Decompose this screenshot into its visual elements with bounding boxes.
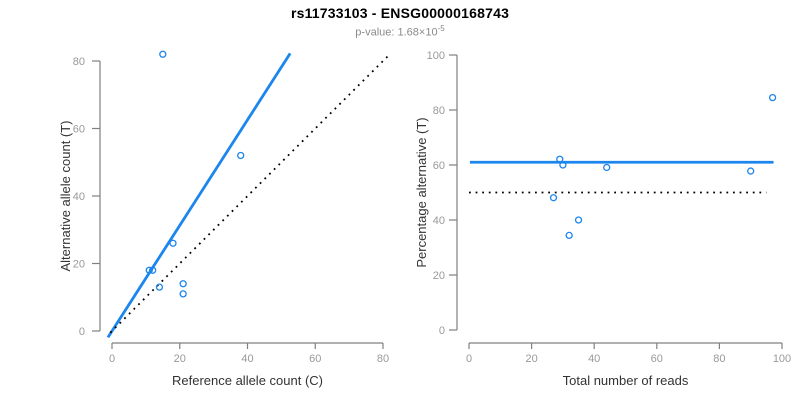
data-point [574, 216, 583, 224]
data-point [559, 161, 567, 169]
y-tick-label: 40 [433, 215, 445, 227]
data-point [549, 194, 558, 202]
x-tick-label: 60 [309, 353, 321, 365]
x-tick-label: 40 [241, 353, 253, 365]
figure-subtitle: p-value: 1.68×10-5 [0, 24, 800, 39]
fitted-line [106, 52, 292, 339]
x-tick-label: 0 [466, 353, 472, 365]
allele-counts-scatter: 0 20 40 60 80 0 20 40 60 80 Reference allele count… [58, 50, 389, 388]
x-tick-label: 60 [651, 353, 663, 365]
y-tick-label: 0 [439, 325, 445, 337]
x-tick-label: 20 [174, 353, 186, 365]
figure-title: rs11733103 - ENSG00000168743 [290, 5, 510, 21]
y-tick-label: 60 [433, 160, 445, 172]
p-value-exponent: -5 [437, 24, 445, 33]
y-tick-label: 80 [73, 56, 85, 68]
x-tick-label: 0 [109, 353, 115, 365]
x-tick-label: 100 [773, 353, 791, 365]
data-point [159, 50, 167, 58]
x-tick-label: 20 [525, 353, 537, 365]
x-tick-label: 40 [588, 353, 600, 365]
y-tick-label: 20 [73, 259, 85, 271]
data-point [148, 266, 157, 274]
y-tick-label: 0 [79, 326, 85, 338]
y-tick-label: 40 [73, 191, 85, 203]
y-tick-label: 20 [433, 270, 445, 282]
data-point [169, 239, 177, 247]
identity-line [109, 55, 389, 334]
data-point [237, 151, 245, 160]
p-value-text: p-value: 1.68×10 [355, 26, 438, 39]
x-axis-title: Reference allele count (C) [172, 373, 323, 388]
y-tick-label: 80 [433, 105, 445, 117]
data-point [565, 231, 573, 240]
y-axis-title: Alternative allele count (T) [58, 120, 73, 271]
data-point [603, 163, 611, 172]
x-axis-title: Total number of reads [563, 373, 689, 388]
data-point [155, 283, 164, 291]
x-tick-label: 80 [377, 353, 389, 365]
data-point [556, 155, 564, 163]
x-tick-label: 80 [713, 353, 725, 365]
y-tick-label: 60 [73, 124, 85, 136]
y-axis-title: Percentage alternative (T) [414, 117, 429, 267]
data-point [145, 266, 153, 274]
percentage-vs-coverage-scatter: 0 20 40 60 80 100 0 20 40 60 80 100 Total number of … [414, 50, 791, 388]
data-point [179, 290, 187, 298]
data-point [179, 280, 187, 288]
data-point [768, 93, 777, 102]
y-tick-label: 100 [427, 50, 445, 62]
data-point [747, 167, 755, 175]
